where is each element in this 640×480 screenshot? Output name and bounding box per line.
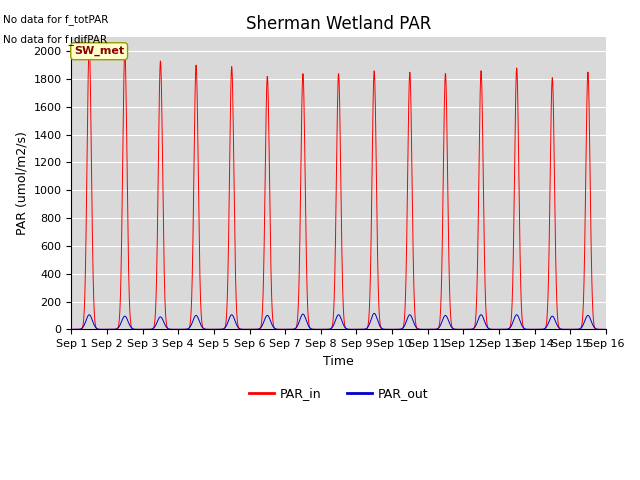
Text: No data for f_totPAR: No data for f_totPAR — [3, 14, 109, 25]
PAR_in — [591, 326, 599, 332]
PAR_out — [296, 318, 303, 324]
Title: Sherman Wetland PAR: Sherman Wetland PAR — [246, 15, 431, 33]
PAR_out — [68, 326, 76, 332]
PAR_in — [129, 326, 136, 332]
PAR_in — [534, 326, 541, 332]
PAR_out — [160, 320, 168, 325]
PAR_out — [591, 325, 599, 331]
PAR_out — [371, 311, 378, 316]
PAR_in — [161, 270, 168, 276]
PAR_out — [602, 326, 609, 332]
PAR_out — [534, 326, 541, 332]
Line: PAR_out: PAR_out — [72, 313, 605, 329]
PAR_in — [296, 249, 303, 255]
PAR_out — [129, 325, 136, 331]
Legend: PAR_in, PAR_out: PAR_in, PAR_out — [244, 382, 433, 405]
Text: No data for f_difPAR: No data for f_difPAR — [3, 34, 108, 45]
Line: PAR_in: PAR_in — [72, 44, 605, 329]
PAR_in — [85, 41, 93, 47]
PAR_in — [68, 326, 76, 332]
Y-axis label: PAR (umol/m2/s): PAR (umol/m2/s) — [15, 132, 28, 235]
PAR_in — [602, 326, 609, 332]
PAR_in — [273, 326, 280, 332]
X-axis label: Time: Time — [323, 355, 354, 368]
Text: SW_met: SW_met — [74, 46, 124, 56]
PAR_out — [273, 326, 280, 332]
